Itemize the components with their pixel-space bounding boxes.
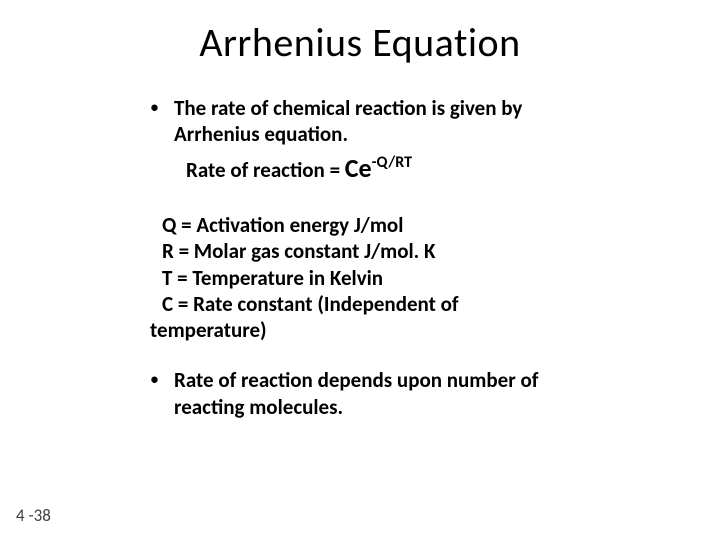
- def-c-line-2: temperature): [150, 317, 640, 343]
- slide: Arrhenius Equation • The rate of chemica…: [0, 0, 720, 540]
- bullet-2-body: Rate of reaction depends upon number of …: [174, 367, 640, 420]
- bullet-1-body: The rate of chemical reaction is given b…: [174, 95, 640, 184]
- def-q: Q = Activation energy J/mol: [150, 212, 640, 238]
- definitions-block: Q = Activation energy J/mol R = Molar ga…: [150, 212, 640, 343]
- bullet-2: • Rate of reaction depends upon number o…: [150, 367, 640, 420]
- equation-base: Ce: [345, 152, 372, 184]
- def-r: R = Molar gas constant J/mol. K: [150, 238, 640, 264]
- bullet-dot-icon: •: [150, 367, 174, 420]
- bullet-1: • The rate of chemical reaction is given…: [150, 95, 640, 184]
- slide-title: Arrhenius Equation: [0, 0, 720, 77]
- page-number: 4 -38: [16, 505, 51, 526]
- equation-prefix: Rate of reaction =: [186, 157, 345, 183]
- bullet-1-line-1: The rate of chemical reaction is given b…: [174, 95, 522, 121]
- def-c-line-1: C = Rate constant (Independent of: [150, 291, 640, 317]
- slide-body: • The rate of chemical reaction is given…: [0, 95, 720, 420]
- def-t: T = Temperature in Kelvin: [150, 265, 640, 291]
- bullet-dot-icon: •: [150, 95, 174, 184]
- bullet-2-line-2: reacting molecules.: [174, 394, 343, 420]
- bullet-1-line-2: Arrhenius equation.: [174, 121, 348, 147]
- equation-exponent: -Q/RT: [372, 153, 412, 172]
- equation-line: Rate of reaction = Ce-Q/RT: [174, 152, 640, 185]
- bullet-2-line-1: Rate of reaction depends upon number of: [174, 367, 538, 393]
